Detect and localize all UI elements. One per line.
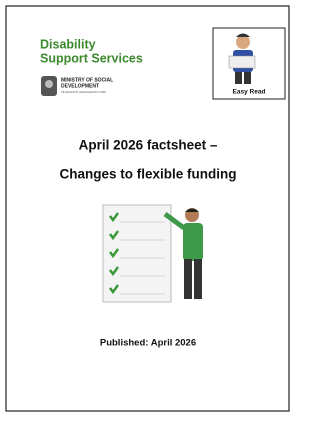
logo-title: Disability (40, 37, 96, 51)
ministry-maori: TE MANATŪ WHAKAHIATO ORA (61, 90, 106, 94)
checklist-illustration (103, 205, 203, 302)
crest (41, 76, 57, 96)
title: Changes to flexible funding (59, 167, 236, 182)
published-date: Published: April 2026 (100, 338, 196, 349)
ministry-name: DEVELOPMENT (61, 83, 99, 89)
title: April 2026 factsheet – (79, 138, 218, 153)
cover-page: Disability Support Services MINISTRY OF … (0, 0, 295, 418)
badge-label: Easy Read (233, 89, 266, 96)
easy-read-badge: Easy Read (213, 28, 285, 99)
logo-title: Support Services (40, 51, 143, 65)
